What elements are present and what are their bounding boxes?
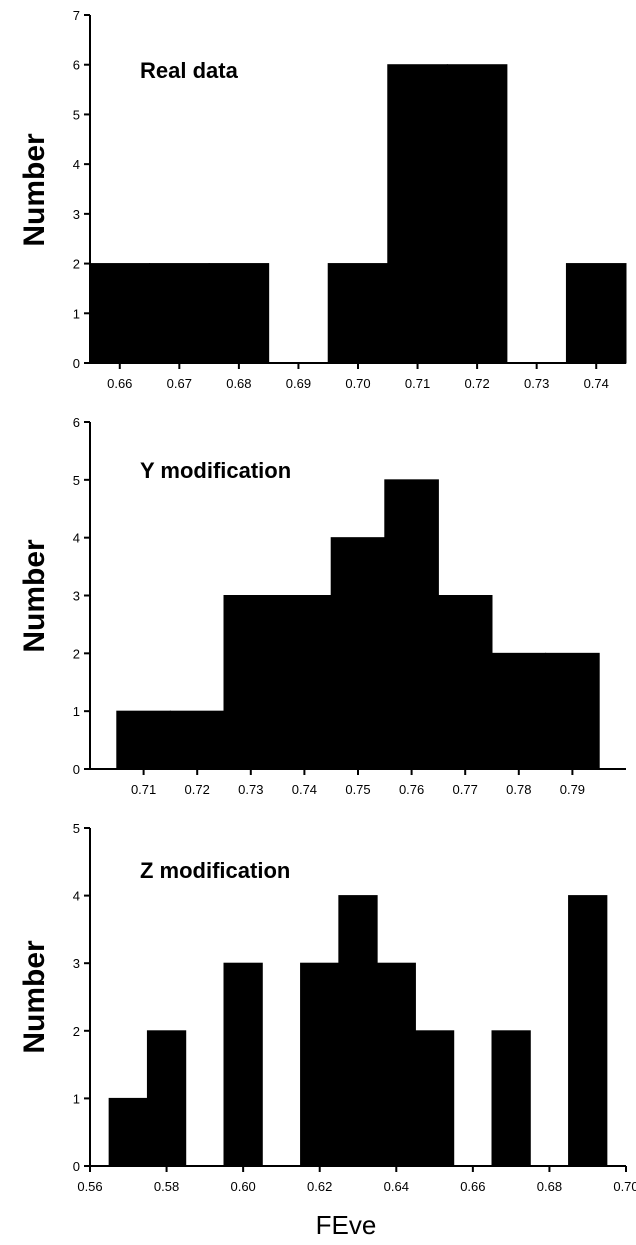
annotation-real-data: Real data xyxy=(140,58,239,83)
panel-z-modification: Z modification Number FEve 0 1 2 3 4 5 0.56 0.5… xyxy=(18,821,636,1240)
bar-z-modification-5 xyxy=(300,962,340,1167)
bar-real-data-6 xyxy=(446,64,508,364)
x-tick-label-z-modification-1: 0.58 xyxy=(154,1179,179,1194)
annotation-z-modification: Z modification xyxy=(140,858,290,883)
y-tick-label-z-modification-5: 5 xyxy=(73,821,80,836)
bar-z-modification-10 xyxy=(491,1030,531,1167)
x-tick-label-z-modification-0: 0.56 xyxy=(77,1179,102,1194)
y-tick-label-real-data-1: 1 xyxy=(73,306,80,321)
x-tick-label-real-data-3: 0.69 xyxy=(286,376,311,391)
bar-y-modification-8 xyxy=(545,652,600,770)
y-tick-label-y-modification-3: 3 xyxy=(73,589,80,604)
x-tick-label-z-modification-2: 0.60 xyxy=(230,1179,255,1194)
y-tick-label-real-data-2: 2 xyxy=(73,257,80,272)
y-tick-label-real-data-5: 5 xyxy=(73,107,80,122)
y-tick-label-y-modification-2: 2 xyxy=(73,646,80,661)
x-tick-label-y-modification-0: 0.71 xyxy=(131,782,156,797)
y-tick-label-z-modification-0: 0 xyxy=(73,1159,80,1174)
x-tick-label-y-modification-2: 0.73 xyxy=(238,782,263,797)
bar-y-modification-2 xyxy=(223,595,279,770)
bar-real-data-1 xyxy=(149,263,210,364)
panel-y-modification: Y modification Number 0 1 2 3 4 5 6 0.71 0.72 0.7… xyxy=(18,415,626,797)
x-tick-label-real-data-1: 0.67 xyxy=(167,376,192,391)
x-tick-label-real-data-8: 0.74 xyxy=(584,376,609,391)
bar-real-data-5 xyxy=(387,64,448,364)
bar-z-modification-3 xyxy=(223,962,263,1167)
bar-z-modification-7 xyxy=(376,962,416,1167)
y-tick-label-z-modification-3: 3 xyxy=(73,956,80,971)
x-axis-label: FEve xyxy=(316,1210,377,1240)
bar-z-modification-0 xyxy=(108,1097,148,1167)
annotation-y-modification: Y modification xyxy=(140,458,291,483)
bar-real-data-4 xyxy=(327,263,389,364)
bar-y-modification-4 xyxy=(330,537,386,770)
y-tick-label-y-modification-6: 6 xyxy=(73,415,80,430)
bar-z-modification-8 xyxy=(414,1030,455,1167)
y-tick-label-y-modification-4: 4 xyxy=(73,531,80,546)
x-tick-label-z-modification-4: 0.64 xyxy=(384,1179,409,1194)
y-axis-label-real-data: Number xyxy=(18,133,51,247)
y-axis-label-y-modification: Number xyxy=(18,539,51,653)
x-tick-label-real-data-2: 0.68 xyxy=(226,376,251,391)
bar-real-data-8 xyxy=(565,263,627,364)
y-tick-label-z-modification-2: 2 xyxy=(73,1024,80,1039)
bar-real-data-0 xyxy=(89,263,151,364)
x-tick-label-real-data-6: 0.72 xyxy=(464,376,489,391)
y-tick-label-real-data-6: 6 xyxy=(73,58,80,73)
y-tick-label-real-data-0: 0 xyxy=(73,356,80,371)
x-tick-label-y-modification-7: 0.78 xyxy=(506,782,531,797)
x-tick-label-real-data-5: 0.71 xyxy=(405,376,430,391)
x-tick-label-z-modification-5: 0.66 xyxy=(460,1179,485,1194)
y-axis-label-z-modification: Number xyxy=(18,940,51,1054)
y-tick-label-y-modification-1: 1 xyxy=(73,704,80,719)
panel-real-data: Real data Number 0 1 2 3 4 5 6 7 0.66 0.67 0.68 0.6… xyxy=(18,8,627,391)
y-tick-label-real-data-3: 3 xyxy=(73,207,80,222)
bar-z-modification-12 xyxy=(568,895,608,1167)
x-tick-label-real-data-4: 0.70 xyxy=(345,376,370,391)
bar-y-modification-5 xyxy=(384,479,439,770)
x-tick-label-y-modification-5: 0.76 xyxy=(399,782,424,797)
bar-y-modification-7 xyxy=(491,652,547,770)
y-tick-label-z-modification-4: 4 xyxy=(73,889,80,904)
bar-y-modification-3 xyxy=(277,595,332,770)
bar-y-modification-1 xyxy=(169,710,225,770)
bar-y-modification-0 xyxy=(116,710,171,770)
bar-real-data-2 xyxy=(208,263,270,364)
bar-z-modification-6 xyxy=(338,895,378,1167)
x-tick-label-y-modification-8: 0.79 xyxy=(560,782,585,797)
x-tick-label-real-data-7: 0.73 xyxy=(524,376,549,391)
y-tick-label-real-data-7: 7 xyxy=(73,8,80,23)
x-tick-label-y-modification-1: 0.72 xyxy=(185,782,210,797)
x-tick-label-z-modification-6: 0.68 xyxy=(537,1179,562,1194)
x-tick-label-z-modification-7: 0.70 xyxy=(613,1179,636,1194)
bar-z-modification-1 xyxy=(146,1030,187,1167)
bar-y-modification-6 xyxy=(437,595,493,770)
x-tick-label-real-data-0: 0.66 xyxy=(107,376,132,391)
y-tick-label-y-modification-5: 5 xyxy=(73,473,80,488)
y-tick-label-y-modification-0: 0 xyxy=(73,762,80,777)
y-tick-label-z-modification-1: 1 xyxy=(73,1091,80,1106)
x-tick-label-y-modification-4: 0.75 xyxy=(345,782,370,797)
x-tick-label-z-modification-3: 0.62 xyxy=(307,1179,332,1194)
x-tick-label-y-modification-6: 0.77 xyxy=(453,782,478,797)
x-tick-label-y-modification-3: 0.74 xyxy=(292,782,317,797)
y-tick-label-real-data-4: 4 xyxy=(73,157,80,172)
